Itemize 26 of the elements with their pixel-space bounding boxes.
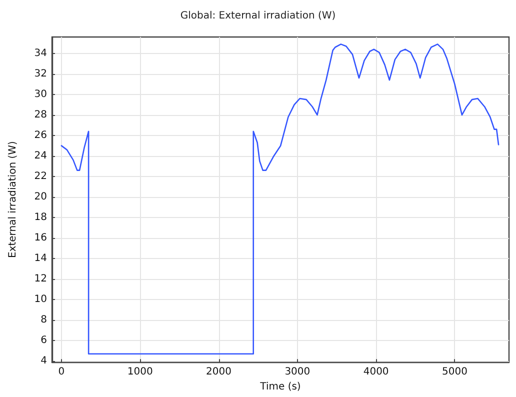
x-tick-label: 0 [58, 366, 65, 378]
y-tick-label: 24 [34, 150, 47, 162]
y-tick-label: 16 [34, 232, 47, 244]
x-tick-label: 2000 [206, 366, 232, 378]
x-axis-title: Time (s) [259, 382, 301, 392]
y-axis-title: External irradiation (W) [8, 141, 18, 258]
chart-title: Global: External irradiation (W) [180, 10, 336, 22]
line-series [60, 44, 500, 355]
y-tick-label: 4 [40, 356, 47, 367]
y-tick-label: 28 [34, 109, 47, 120]
y-tick-label: 22 [34, 170, 47, 182]
y-tick-label: 20 [34, 191, 47, 202]
y-tick-label: 10 [34, 294, 47, 306]
y-tick-label: 34 [34, 48, 47, 59]
y-tick-label: 32 [34, 68, 47, 80]
x-tick-label: 5000 [442, 366, 468, 378]
y-tick-label: 12 [34, 274, 47, 285]
x-tick-label: 3000 [284, 366, 310, 378]
y-tick-label: 6 [40, 335, 47, 346]
y-tick-label: 30 [34, 88, 47, 100]
y-tick-label: 14 [34, 253, 47, 264]
y-tick-label: 8 [40, 314, 47, 326]
y-tick-label: 26 [34, 130, 47, 141]
x-tick-label: 1000 [127, 366, 153, 378]
y-tick-label: 18 [34, 212, 47, 223]
x-tick-label: 4000 [363, 366, 389, 378]
